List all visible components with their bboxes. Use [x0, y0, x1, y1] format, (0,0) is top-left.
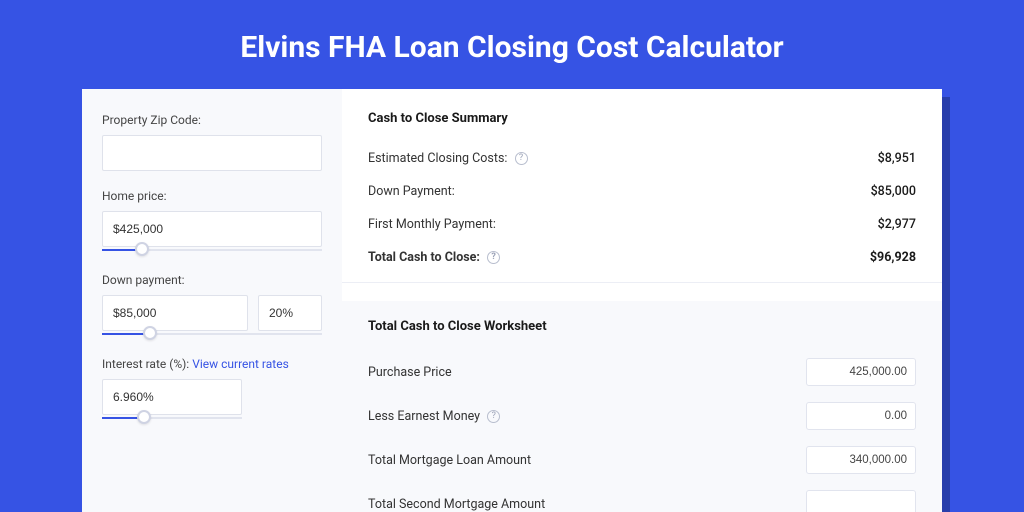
summary-value: $85,000 — [871, 184, 916, 199]
slider-thumb[interactable] — [135, 242, 149, 256]
calculator-card: Property Zip Code: Home price: Down paym… — [82, 89, 942, 512]
worksheet-value-input[interactable] — [806, 402, 916, 430]
worksheet-row: Less Earnest Money ? — [368, 394, 916, 438]
interest-label-text: Interest rate (%): — [102, 357, 189, 371]
help-icon[interactable]: ? — [487, 251, 500, 264]
summary-label: First Monthly Payment: — [368, 217, 496, 232]
summary-total-label: Total Cash to Close: ? — [368, 250, 500, 265]
worksheet-row: Total Mortgage Loan Amount — [368, 438, 916, 482]
interest-input[interactable] — [102, 379, 242, 415]
summary-total-value: $96,928 — [870, 250, 916, 265]
home-price-label: Home price: — [102, 189, 322, 203]
worksheet-row: Purchase Price — [368, 350, 916, 394]
down-payment-pct-input[interactable] — [258, 295, 322, 331]
home-price-field-group: Home price: — [102, 189, 322, 255]
page-title: Elvins FHA Loan Closing Cost Calculator — [0, 0, 1024, 89]
summary-row: Estimated Closing Costs: ? $8,951 — [368, 142, 916, 175]
help-icon[interactable]: ? — [515, 152, 528, 165]
summary-row: Down Payment: $85,000 — [368, 175, 916, 208]
worksheet-value-input[interactable] — [806, 446, 916, 474]
worksheet-label: Total Second Mortgage Amount — [368, 497, 545, 512]
interest-slider[interactable] — [102, 413, 242, 423]
results-panel: Cash to Close Summary Estimated Closing … — [342, 89, 942, 512]
down-payment-input[interactable] — [102, 295, 248, 331]
summary-label-text: Estimated Closing Costs: — [368, 151, 507, 166]
down-payment-label: Down payment: — [102, 273, 322, 287]
worksheet-block: Total Cash to Close Worksheet Purchase P… — [342, 301, 942, 512]
summary-total-label-text: Total Cash to Close: — [368, 250, 480, 265]
down-payment-slider[interactable] — [102, 329, 322, 339]
summary-total-row: Total Cash to Close: ? $96,928 — [368, 241, 916, 274]
summary-row: First Monthly Payment: $2,977 — [368, 208, 916, 241]
worksheet-heading: Total Cash to Close Worksheet — [368, 319, 916, 334]
summary-value: $2,977 — [878, 217, 916, 232]
interest-field-group: Interest rate (%): View current rates — [102, 357, 322, 423]
zip-input[interactable] — [102, 135, 322, 171]
slider-thumb[interactable] — [143, 326, 157, 340]
zip-field-group: Property Zip Code: — [102, 113, 322, 171]
home-price-input[interactable] — [102, 211, 322, 247]
worksheet-label: Less Earnest Money ? — [368, 409, 500, 424]
worksheet-value-input[interactable] — [806, 358, 916, 386]
help-icon[interactable]: ? — [487, 410, 500, 423]
worksheet-label-text: Less Earnest Money — [368, 409, 480, 424]
divider — [342, 282, 942, 283]
worksheet-label: Total Mortgage Loan Amount — [368, 453, 531, 468]
worksheet-label: Purchase Price — [368, 365, 452, 380]
summary-label: Estimated Closing Costs: ? — [368, 151, 528, 166]
inputs-panel: Property Zip Code: Home price: Down paym… — [82, 89, 342, 512]
home-price-slider[interactable] — [102, 245, 322, 255]
view-rates-link[interactable]: View current rates — [192, 357, 289, 371]
summary-label: Down Payment: — [368, 184, 455, 199]
worksheet-row: Total Second Mortgage Amount — [368, 482, 916, 512]
slider-thumb[interactable] — [137, 410, 151, 424]
down-payment-field-group: Down payment: — [102, 273, 322, 339]
worksheet-value-input[interactable] — [806, 490, 916, 512]
summary-value: $8,951 — [878, 151, 916, 166]
zip-label: Property Zip Code: — [102, 113, 322, 127]
interest-label: Interest rate (%): View current rates — [102, 357, 322, 371]
summary-heading: Cash to Close Summary — [368, 111, 916, 126]
